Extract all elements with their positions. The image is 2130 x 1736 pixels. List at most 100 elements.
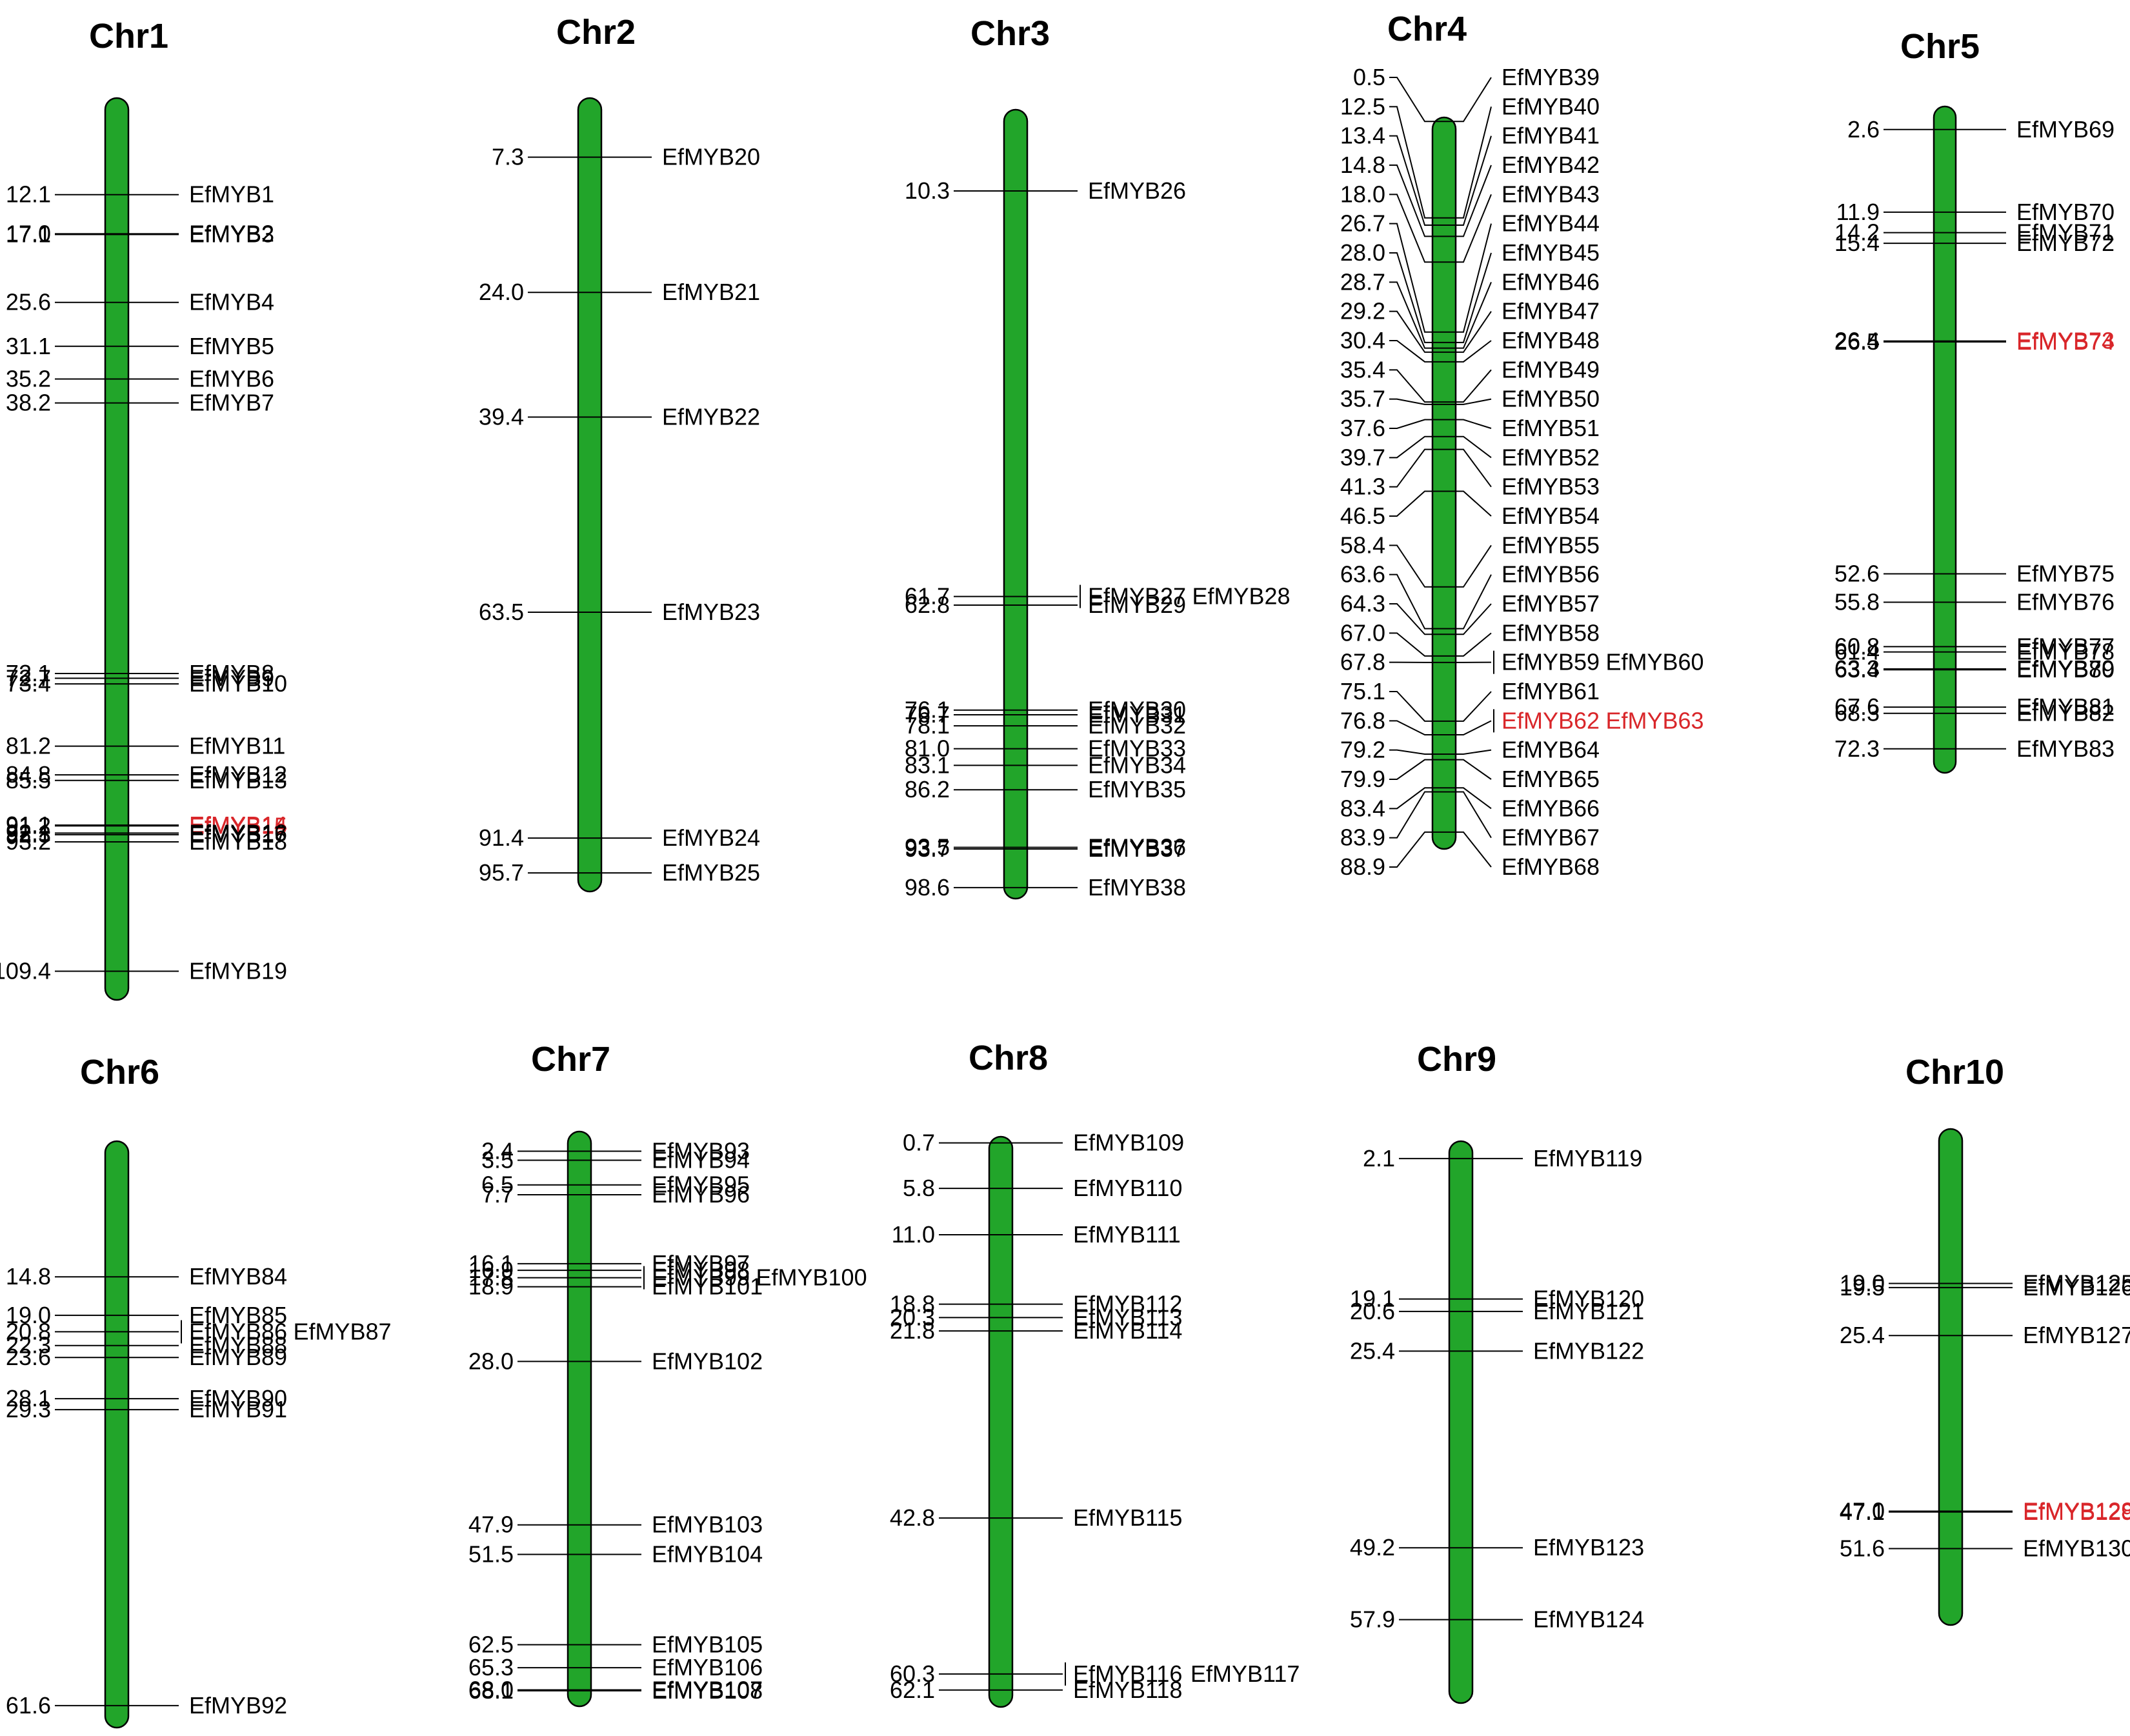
leader-left — [1389, 574, 1432, 630]
gene-marker: 0.7 EfMYB109 — [903, 1130, 1184, 1156]
gene-position: 16.1 — [468, 1250, 514, 1277]
gene-name: EfMYB4 — [189, 289, 274, 315]
gene-position: 24.0 — [479, 279, 524, 305]
leader-right — [1456, 77, 1492, 123]
gene-name: EfMYB7 — [189, 390, 274, 416]
gene-name: EfMYB8 — [189, 660, 274, 686]
gene-position: 16.9 — [468, 1257, 514, 1283]
gene-position: 30.4 — [1340, 327, 1385, 354]
gene-marker: 61.7 EfMYB27 EfMYB28 — [905, 583, 1291, 610]
gene-position: 13.4 — [1340, 123, 1385, 149]
gene-marker: 76.7 EfMYB31 — [905, 701, 1186, 728]
leader-right — [1456, 398, 1492, 405]
gene-name: EfMYB68 — [1502, 853, 1600, 880]
gene-position: 78.1 — [905, 712, 950, 739]
gene-name: EfMYB89 — [189, 1344, 287, 1370]
gene-position: 81.2 — [6, 733, 51, 759]
gene-name: EfMYB81 — [2016, 693, 2115, 720]
leader-right — [1456, 165, 1492, 237]
gene-name: EfMYB107 — [652, 1677, 763, 1703]
chromosome-chr7: Chr7 2.4 EfMYB93 3.5 EfMYB94 6.5 EfMYB95 7.7 EfM… — [468, 1040, 867, 1708]
gene-name: EfMYB113 — [1073, 1304, 1182, 1330]
gene-marker: 37.6 EfMYB51 — [1340, 415, 1600, 441]
gene-position: 20.3 — [890, 1304, 935, 1330]
gene-marker: 0.5 EfMYB39 — [1353, 64, 1600, 123]
gene-marker: 72.3 EfMYB83 — [1834, 735, 2115, 762]
gene-position: 12.1 — [6, 181, 51, 208]
gene-name: EfMYB50 — [1502, 386, 1600, 412]
leader-right — [1456, 106, 1492, 219]
gene-name: EfMYB118 — [1073, 1677, 1182, 1703]
leader-right — [1456, 544, 1492, 588]
gene-position: 76.8 — [1340, 707, 1385, 733]
gene-name: EfMYB90 — [189, 1385, 287, 1412]
leader-left — [1389, 490, 1432, 517]
gene-name: EfMYB127 — [2023, 1322, 2130, 1348]
gene-marker: 63.3 EfMYB79 — [1834, 655, 2115, 682]
chromosome-title: Chr10 — [1905, 1053, 2004, 1092]
gene-marker: 57.9 EfMYB124 — [1350, 1606, 1644, 1633]
gene-name: EfMYB93 — [652, 1138, 750, 1164]
gene-name: EfMYB102 — [652, 1348, 763, 1374]
gene-marker: 58.4 EfMYB55 — [1340, 532, 1600, 588]
gene-name: EfMYB71 — [2016, 219, 2115, 246]
gene-position: 65.3 — [468, 1654, 514, 1681]
gene-name: EfMYB18 — [189, 828, 287, 855]
gene-marker: 14.2 EfMYB71 — [1834, 219, 2115, 246]
gene-name: EfMYB37 — [1088, 835, 1186, 862]
gene-marker: 47.0 EfMYB128 — [1840, 1498, 2130, 1524]
gene-name: EfMYB30 — [1088, 697, 1186, 723]
gene-name: EfMYB85 — [189, 1302, 287, 1328]
gene-position: 0.7 — [903, 1130, 935, 1156]
gene-position: 2.4 — [481, 1138, 514, 1164]
gene-marker: 60.8 EfMYB77 — [1834, 633, 2115, 659]
gene-name: EfMYB122 — [1533, 1337, 1644, 1364]
gene-marker: 11.0 EfMYB111 — [892, 1221, 1181, 1248]
leader-right — [1456, 281, 1492, 349]
gene-name: EfMYB109 — [1073, 1130, 1184, 1156]
gene-position: 5.8 — [903, 1175, 935, 1201]
chromosome-title: Chr3 — [970, 14, 1050, 53]
gene-name: EfMYB112 — [1073, 1291, 1182, 1317]
chromosome-bar — [1431, 116, 1457, 850]
gene-position: 63.5 — [479, 599, 524, 625]
gene-name: EfMYB128 — [2023, 1498, 2130, 1524]
gene-name: EfMYB57 — [1502, 590, 1600, 617]
gene-marker: 73.4 EfMYB10 — [6, 670, 287, 697]
gene-marker: 68.1 EfMYB108 — [468, 1677, 763, 1704]
gene-marker: 91.2 EfMYB15 — [6, 812, 287, 839]
leader-right — [1456, 340, 1492, 363]
gene-marker: 67.6 EfMYB81 — [1834, 693, 2115, 720]
gene-name: EfMYB15 — [189, 812, 287, 839]
gene-position: 92.3 — [6, 821, 51, 848]
gene-name: EfMYB66 — [1502, 795, 1600, 821]
gene-name: EfMYB29 — [1088, 592, 1186, 618]
leader-right — [1456, 759, 1492, 780]
gene-marker: 91.4 EfMYB24 — [479, 824, 760, 851]
gene-position: 61.7 — [905, 583, 950, 610]
leader-right — [1456, 448, 1492, 488]
gene-name: EfMYB26 — [1088, 177, 1186, 204]
gene-name: EfMYB9 — [189, 664, 274, 691]
gene-name: EfMYB13 — [189, 767, 287, 793]
gene-name: EfMYB100 — [756, 1264, 867, 1291]
gene-marker: 81.2 EfMYB11 — [6, 733, 285, 759]
gene-position: 76.1 — [905, 697, 950, 723]
leader-left — [1389, 398, 1432, 405]
gene-name: EfMYB84 — [189, 1263, 287, 1290]
gene-position: 14.8 — [6, 1263, 51, 1290]
gene-marker: 14.8 EfMYB42 — [1340, 152, 1600, 237]
gene-marker: 88.9 EfMYB68 — [1340, 831, 1600, 880]
gene-marker: 93.5 EfMYB36 — [905, 834, 1186, 861]
leader-left — [1389, 369, 1432, 403]
leader-left — [1389, 252, 1432, 343]
gene-name: EfMYB41 — [1502, 123, 1600, 149]
gene-marker: 35.7 EfMYB50 — [1340, 386, 1600, 412]
gene-name: EfMYB53 — [1502, 474, 1600, 500]
gene-position: 19.5 — [1840, 1274, 1885, 1301]
gene-name: EfMYB99 — [652, 1264, 750, 1291]
gene-name: EfMYB12 — [189, 761, 287, 788]
gene-marker: 93.2 EfMYB18 — [6, 828, 287, 855]
